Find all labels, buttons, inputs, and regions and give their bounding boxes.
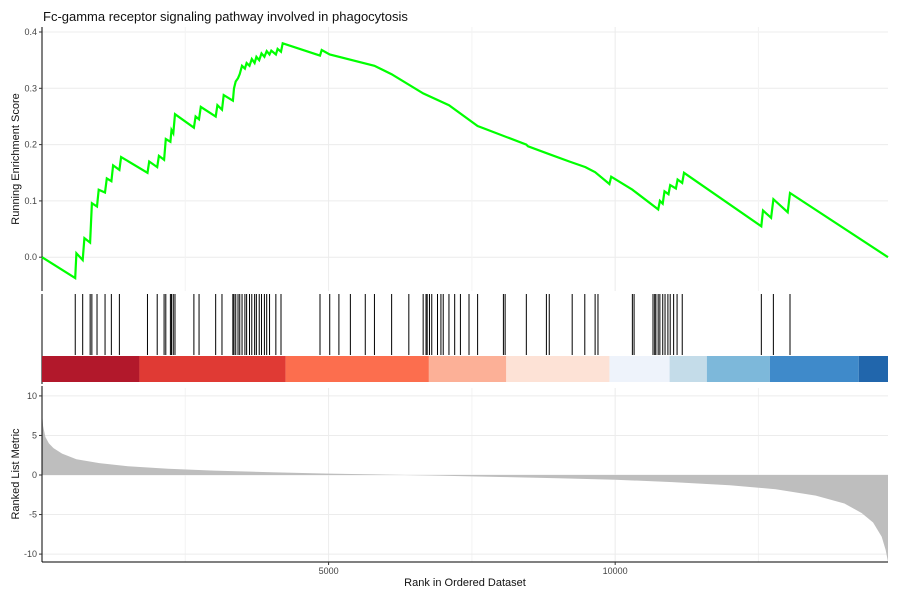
rank-y-tick-label: 0 (32, 470, 37, 480)
ranked-metric-area (42, 411, 888, 562)
rank-color-band-segment (285, 356, 429, 382)
chart-title: Fc-gamma receptor signaling pathway invo… (43, 9, 408, 24)
rank-y-tick-label: -10 (24, 549, 37, 559)
rank-y-tick-label: 5 (32, 430, 37, 440)
es-y-tick-label: 0.3 (24, 83, 37, 93)
rank-color-band-segment (858, 356, 888, 382)
x-axis-label: Rank in Ordered Dataset (404, 577, 526, 589)
es-y-tick-label: 0.4 (24, 27, 37, 37)
rank-y-tick-label: 10 (27, 391, 37, 401)
rank-color-band-segment (669, 356, 707, 382)
rank-color-band-segment (428, 356, 507, 382)
es-y-axis-label: Running Enrichment Score (10, 93, 22, 224)
x-tick-label: 5000 (319, 566, 339, 576)
x-ticks: 5000 10000 (319, 562, 628, 576)
rank-color-band-segment (42, 356, 140, 382)
rank-color-band (42, 356, 888, 382)
rank-color-band-segment (139, 356, 286, 382)
rank-color-band-segment (706, 356, 770, 382)
running-es-line (41, 41, 889, 281)
es-y-tick-label: 0.2 (24, 140, 37, 150)
rank-color-band-segment (769, 356, 859, 382)
rank-y-axis-label: Ranked List Metric (10, 428, 22, 520)
x-tick-label: 10000 (603, 566, 628, 576)
running-es-panel: 0.0 0.1 0.2 0.3 0.4 Running Enrichment Score (10, 27, 889, 291)
gene-hits-panel (41, 294, 888, 384)
es-y-ticks: 0.0 0.1 0.2 0.3 0.4 (24, 27, 42, 262)
es-gridlines (42, 27, 888, 291)
es-y-tick-label: 0.0 (24, 252, 37, 262)
ranked-metric-panel: 10 5 0 -5 -10 5000 10000 Ranked List Metric R… (10, 386, 888, 589)
gene-hit-ticks (74, 294, 791, 355)
rank-color-band-segment (506, 356, 610, 382)
rank-y-tick-label: -5 (29, 510, 37, 520)
es-y-tick-label: 0.1 (24, 196, 37, 206)
rank-y-ticks: 10 5 0 -5 -10 (24, 391, 42, 559)
